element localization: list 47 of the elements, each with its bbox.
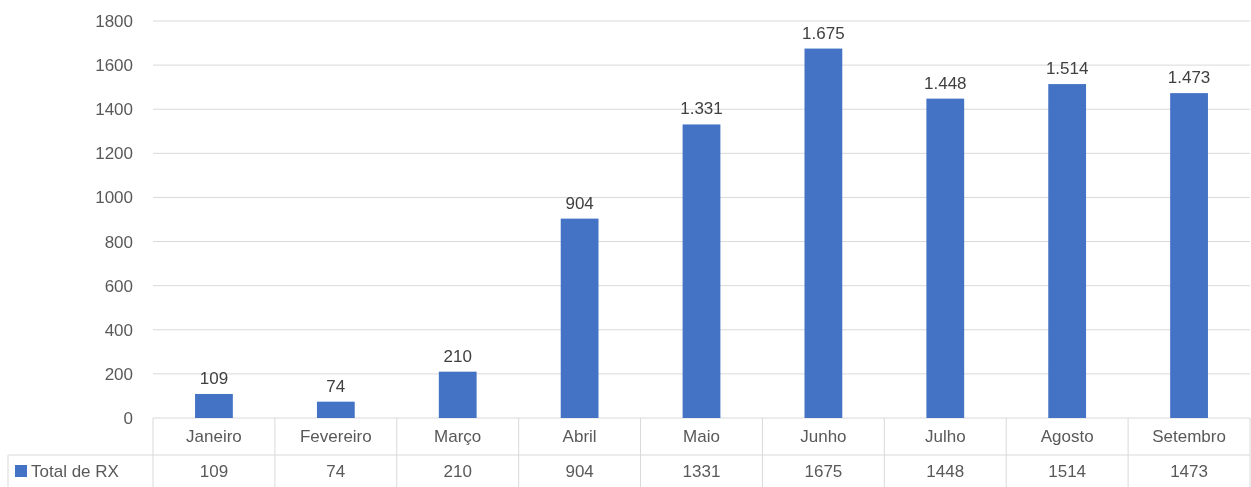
annotation: 904 <box>565 193 594 213</box>
x-tick-label: Janeiro <box>186 427 242 447</box>
x-tick-label: Setembro <box>1152 427 1226 447</box>
data-label: 1448 <box>926 461 965 481</box>
data-label: 904 <box>565 461 594 481</box>
x-tick-label: Junho <box>800 427 847 447</box>
bar <box>195 393 233 418</box>
x-tick-label: Maio <box>683 427 720 447</box>
bar <box>1048 84 1087 418</box>
data-label: 1675 <box>804 461 843 481</box>
x-tick-label: Março <box>434 427 482 447</box>
bar <box>804 48 843 418</box>
x-tick-label: Julho <box>924 427 966 447</box>
data-label: 210 <box>443 461 472 481</box>
annotation: 74 <box>326 376 346 396</box>
legend-label: Total de RX <box>31 461 119 481</box>
bar <box>316 401 355 418</box>
bar <box>560 218 599 418</box>
bar <box>1170 93 1208 418</box>
data-label: 1473 <box>1170 461 1208 481</box>
x-tick-label: Fevereiro <box>299 427 372 447</box>
annotation: 1.514 <box>1045 59 1089 79</box>
annotation: 109 <box>199 368 229 388</box>
bar <box>682 124 721 418</box>
y-tick-label: 800 <box>104 232 133 252</box>
y-tick-label: 1600 <box>95 56 133 76</box>
x-tick-label: Abril <box>562 427 597 447</box>
bar <box>926 98 965 418</box>
y-tick-label: 200 <box>104 364 133 384</box>
x-tick-label: Agosto <box>1040 427 1094 447</box>
y-tick-label: 1400 <box>95 100 133 120</box>
bar <box>438 371 477 418</box>
y-tick-label: 1200 <box>95 144 133 164</box>
y-tick-label: 1800 <box>95 11 133 31</box>
annotation: 210 <box>443 346 472 366</box>
annotation: 1.473 <box>1167 68 1211 88</box>
data-label: 109 <box>199 461 229 481</box>
y-tick-label: 1000 <box>95 188 133 208</box>
y-tick-label: 0 <box>123 408 133 428</box>
data-label: 1331 <box>682 461 721 481</box>
y-tick-label: 400 <box>104 320 133 340</box>
annotation: 1.448 <box>924 73 967 93</box>
annotation: 1.675 <box>802 23 845 43</box>
data-label: 74 <box>326 461 346 481</box>
annotation: 1.331 <box>680 99 723 119</box>
y-tick-label: 600 <box>104 276 133 296</box>
data-label: 1514 <box>1048 461 1087 481</box>
